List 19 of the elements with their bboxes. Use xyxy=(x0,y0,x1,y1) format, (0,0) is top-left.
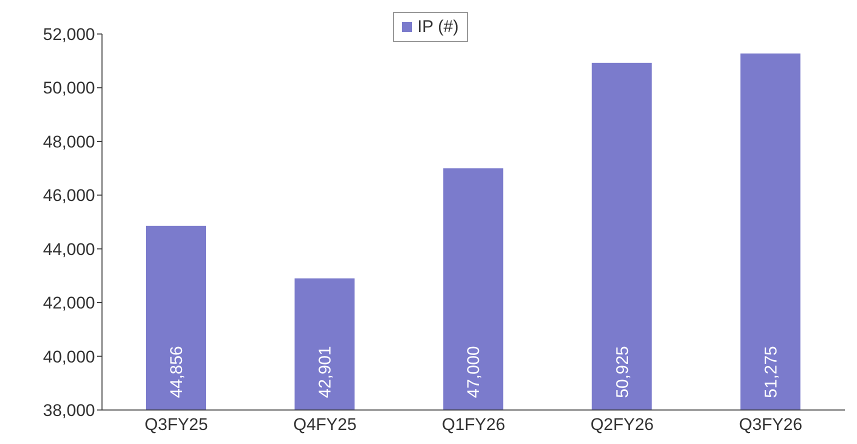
y-tick-label: 40,000 xyxy=(43,347,95,366)
y-tick-label: 52,000 xyxy=(43,25,95,44)
y-tick-label: 38,000 xyxy=(43,401,95,420)
x-tick-label: Q3FY26 xyxy=(739,415,802,434)
data-label: 51,275 xyxy=(761,346,780,398)
data-label: 47,000 xyxy=(464,346,484,398)
y-tick-label: 46,000 xyxy=(43,186,95,206)
y-tick-label: 42,000 xyxy=(43,294,95,313)
y-tick-label: 48,000 xyxy=(43,132,95,152)
legend-label: IP (#) xyxy=(416,17,459,37)
x-tick-label: Q4FY25 xyxy=(293,415,357,434)
y-tick-label: 50,000 xyxy=(43,78,95,98)
x-tick-label: Q2FY26 xyxy=(590,415,654,434)
y-tick-label: 44,000 xyxy=(43,240,95,259)
data-label: 42,901 xyxy=(316,346,335,398)
data-label: 50,925 xyxy=(612,346,632,398)
x-tick-label: Q3FY25 xyxy=(144,415,208,434)
x-tick-label: Q1FY26 xyxy=(442,415,506,434)
data-label: 44,856 xyxy=(167,346,186,398)
